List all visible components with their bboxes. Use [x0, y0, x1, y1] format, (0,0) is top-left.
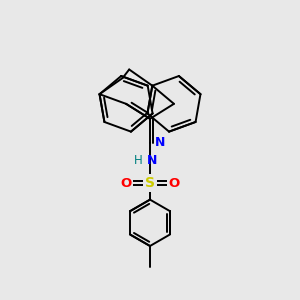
Text: S: S	[145, 176, 155, 190]
Text: O: O	[169, 177, 180, 190]
Text: N: N	[155, 136, 165, 149]
Text: H: H	[134, 154, 143, 167]
Text: O: O	[120, 177, 131, 190]
Text: N: N	[147, 154, 157, 167]
